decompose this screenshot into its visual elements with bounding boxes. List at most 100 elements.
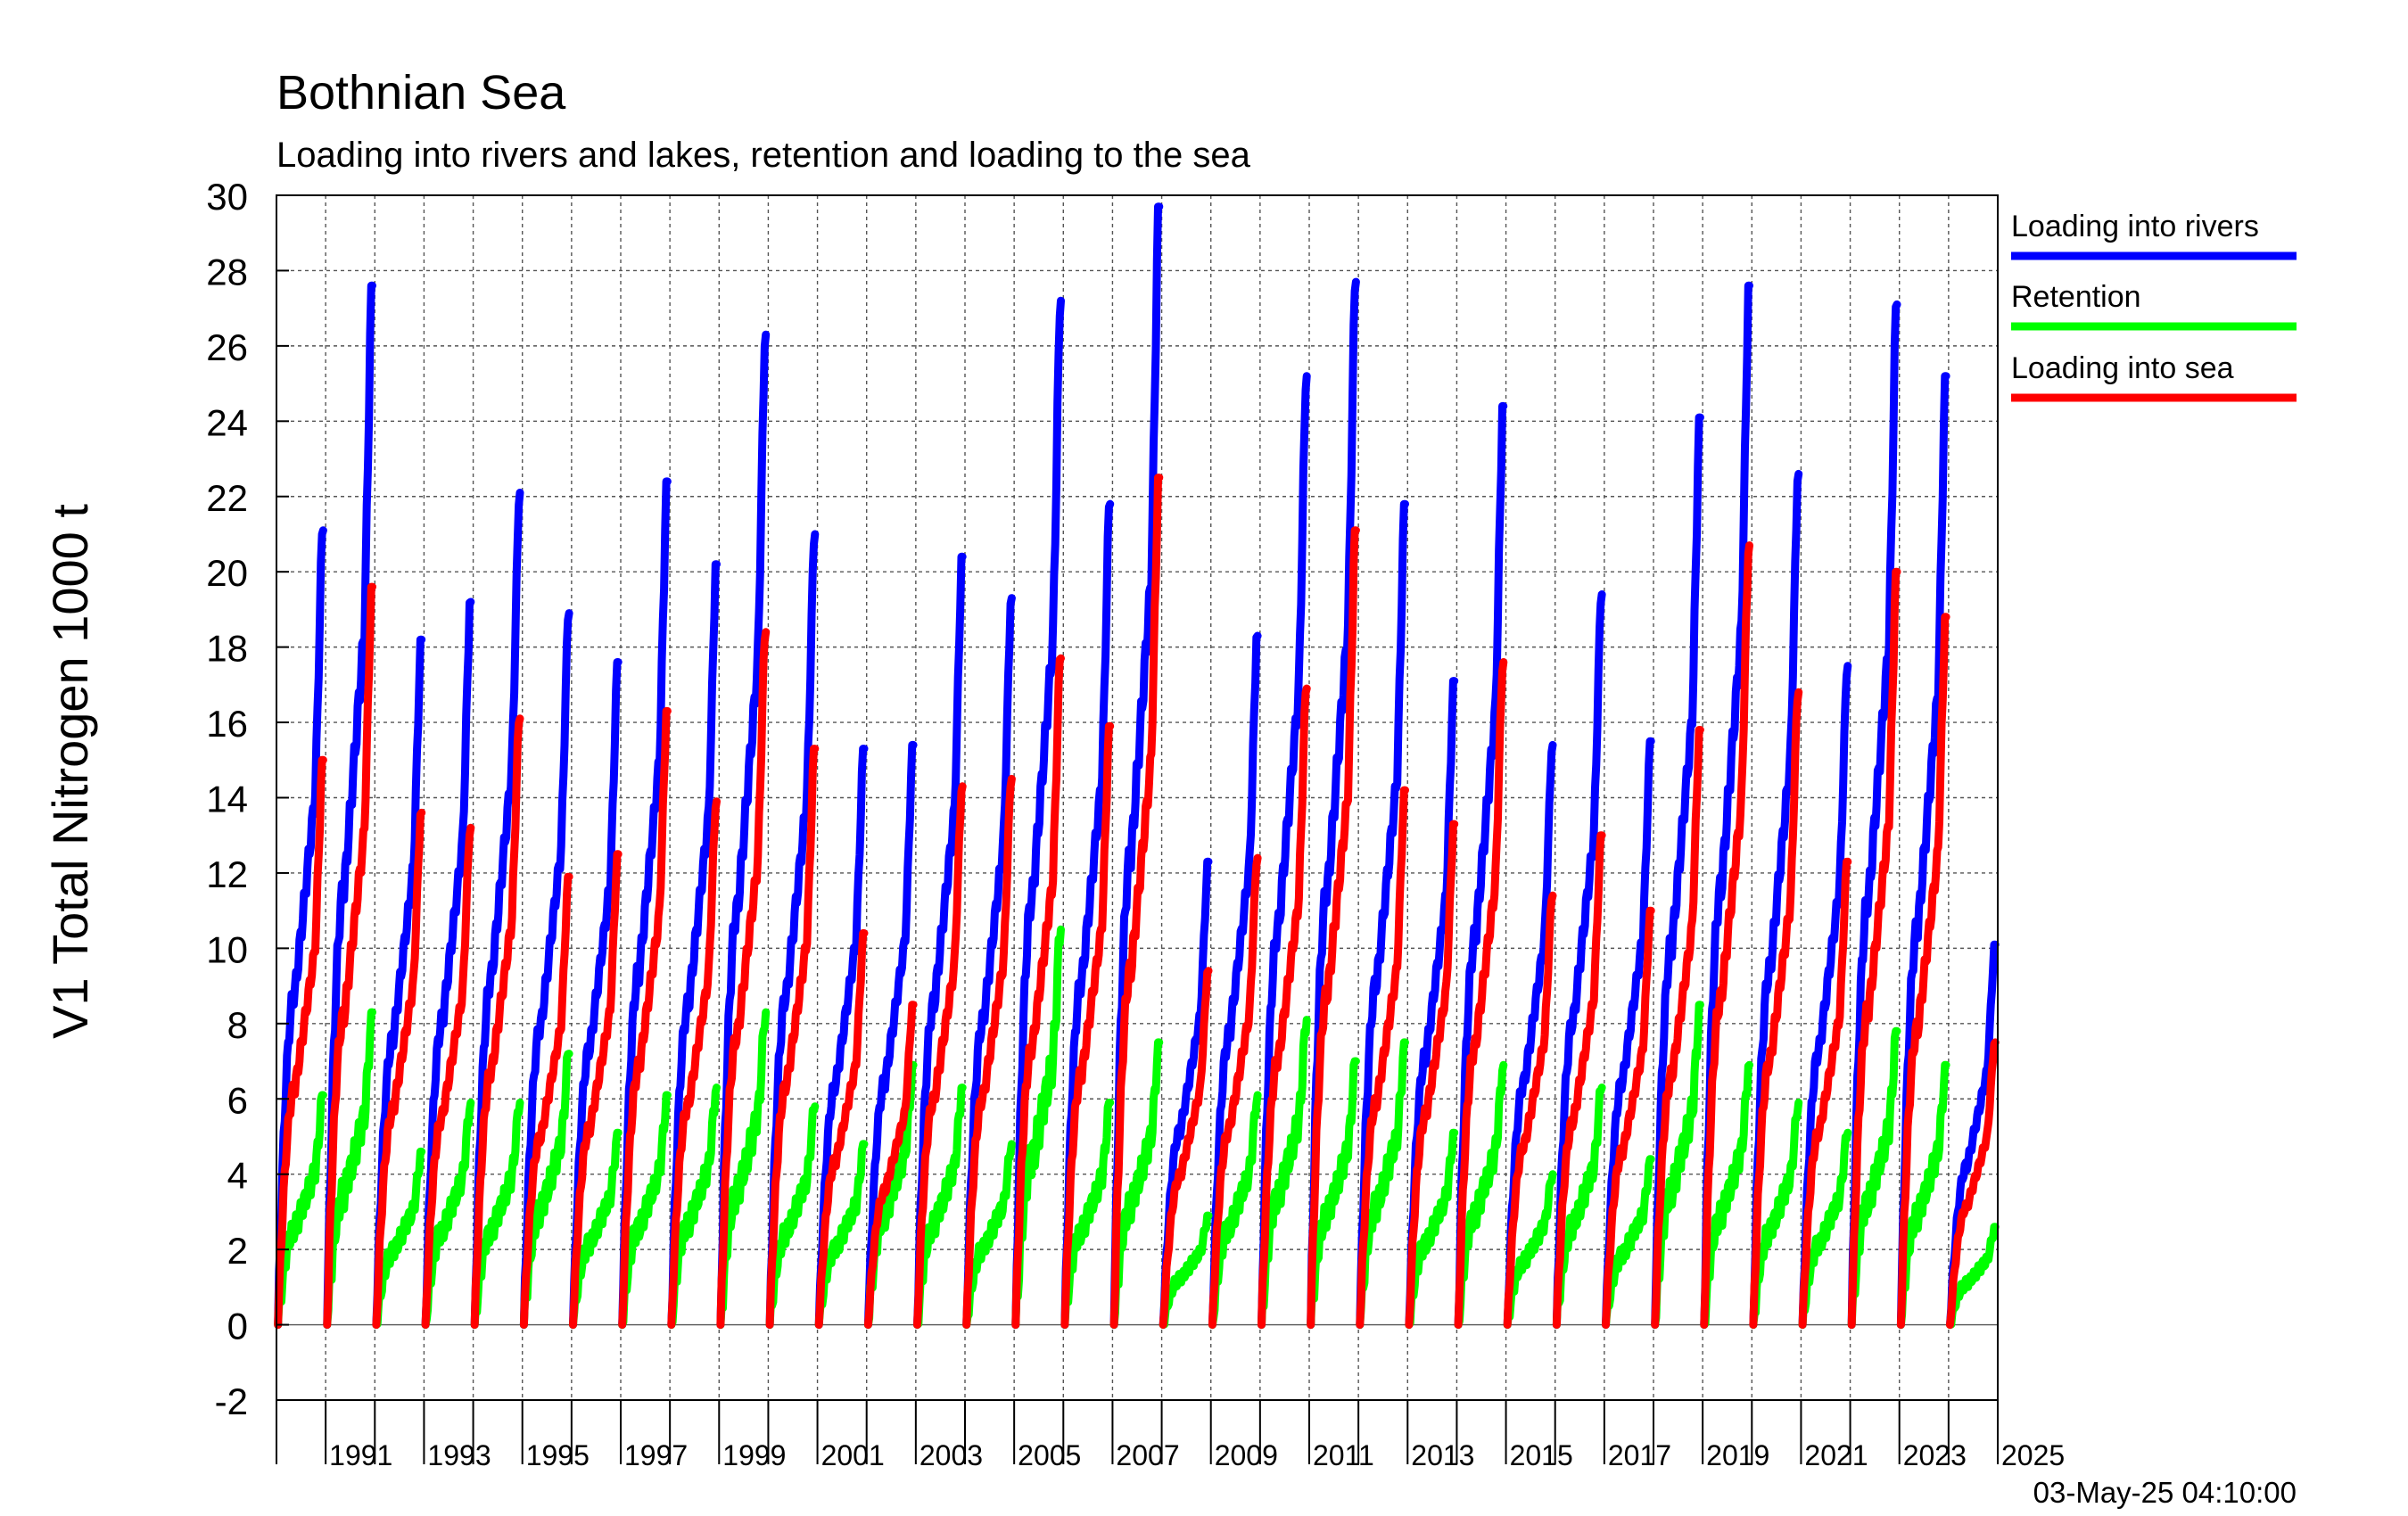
series-segment bbox=[863, 740, 918, 1330]
series-segment bbox=[1060, 721, 1115, 1330]
series-segment bbox=[519, 872, 573, 1330]
y-tick-label: 18 bbox=[206, 628, 248, 670]
x-tick-label: 2021 bbox=[1804, 1439, 1868, 1471]
y-tick-label: 4 bbox=[227, 1155, 248, 1197]
series-segment bbox=[470, 714, 524, 1330]
series-segment bbox=[1946, 940, 2000, 1330]
series-line bbox=[274, 925, 2000, 1330]
series-segment bbox=[1405, 820, 1459, 1330]
series-segment bbox=[274, 526, 327, 1330]
series-segment bbox=[1258, 684, 1311, 1330]
series-segment bbox=[274, 755, 327, 1330]
legend-label-rivers: Loading into rivers bbox=[2011, 210, 2259, 243]
series-segment bbox=[618, 706, 672, 1330]
series-segment bbox=[765, 530, 820, 1330]
x-tick-label: 1993 bbox=[427, 1439, 491, 1471]
series-segment bbox=[1651, 413, 1704, 1330]
series-segment bbox=[1847, 1026, 1901, 1330]
series-segment bbox=[1896, 1060, 1950, 1330]
series-segment bbox=[470, 1099, 524, 1330]
series-segment bbox=[618, 1091, 672, 1330]
series-segment bbox=[1454, 658, 1508, 1330]
y-tick-label: 16 bbox=[206, 703, 248, 745]
series-segment bbox=[1847, 567, 1901, 1330]
series-segment bbox=[372, 808, 426, 1330]
series-segment bbox=[1946, 1223, 2000, 1330]
y-tick-label: 2 bbox=[227, 1230, 248, 1272]
y-tick-label: 6 bbox=[227, 1079, 248, 1121]
legend-label-retention: Retention bbox=[2011, 280, 2141, 314]
series-segment bbox=[569, 850, 623, 1330]
x-tick-label: 2023 bbox=[1903, 1439, 1967, 1471]
series-segment bbox=[421, 823, 475, 1330]
series-segment bbox=[569, 1128, 623, 1330]
series-segment bbox=[1307, 526, 1360, 1330]
series-segment bbox=[1700, 281, 1753, 1330]
series-segment bbox=[962, 594, 1016, 1330]
series-segment bbox=[1552, 590, 1606, 1330]
x-tick-label: 1999 bbox=[722, 1439, 786, 1471]
y-tick-label: 0 bbox=[227, 1306, 248, 1347]
series-segment bbox=[1307, 1057, 1360, 1330]
timestamp: 03-May-25 04:10:00 bbox=[2033, 1476, 2297, 1509]
y-tick-label: 30 bbox=[206, 176, 248, 218]
series-segment bbox=[372, 635, 426, 1330]
series-segment bbox=[1602, 906, 1655, 1330]
x-tick-label: 2015 bbox=[1510, 1439, 1573, 1471]
series-segment bbox=[1503, 891, 1557, 1330]
x-tick-label: 2009 bbox=[1215, 1439, 1278, 1471]
y-tick-label: 10 bbox=[206, 928, 248, 970]
series-segment bbox=[913, 782, 967, 1330]
x-tick-label: 2001 bbox=[821, 1439, 885, 1471]
x-tick-label: 2003 bbox=[919, 1439, 983, 1471]
series-segment bbox=[667, 1083, 721, 1330]
series-layer bbox=[274, 202, 2000, 1330]
series-segment bbox=[1651, 726, 1704, 1330]
series-segment bbox=[1356, 1038, 1409, 1330]
series-segment bbox=[421, 1099, 475, 1330]
series-segment bbox=[1798, 857, 1852, 1330]
legend-label-sea: Loading into sea bbox=[2011, 351, 2234, 385]
series-segment bbox=[1749, 688, 1803, 1330]
series-segment bbox=[1109, 1038, 1164, 1330]
series-segment bbox=[913, 552, 967, 1330]
series-segment bbox=[470, 489, 524, 1330]
series-segment bbox=[814, 745, 869, 1330]
series-segment bbox=[1454, 1060, 1508, 1330]
series-segment bbox=[1405, 1128, 1459, 1330]
series-segment bbox=[1552, 831, 1606, 1330]
series-segment bbox=[1700, 541, 1753, 1330]
y-tick-label: 26 bbox=[206, 326, 248, 368]
series-segment bbox=[1109, 474, 1164, 1330]
series-segment bbox=[1946, 1038, 2000, 1330]
series-segment bbox=[1602, 737, 1655, 1330]
series-segment bbox=[1208, 631, 1262, 1330]
series-segment bbox=[1749, 469, 1803, 1330]
series-segment bbox=[1159, 1211, 1213, 1330]
series-segment bbox=[1060, 1099, 1115, 1330]
y-tick-label: 28 bbox=[206, 251, 248, 292]
y-tick-label: -2 bbox=[215, 1380, 248, 1422]
series-line bbox=[274, 474, 2000, 1330]
series-segment bbox=[323, 1008, 376, 1330]
series-segment bbox=[421, 597, 475, 1330]
series-segment bbox=[1503, 1170, 1557, 1330]
x-tick-label: 2025 bbox=[2001, 1439, 2065, 1471]
series-segment bbox=[1896, 613, 1950, 1330]
series-segment bbox=[716, 330, 771, 1330]
series-segment bbox=[274, 1091, 327, 1330]
series-segment bbox=[1258, 372, 1311, 1330]
series-segment bbox=[863, 1001, 918, 1330]
series-segment bbox=[1011, 296, 1065, 1330]
series-segment bbox=[1011, 654, 1065, 1330]
series-segment bbox=[667, 797, 721, 1330]
series-segment bbox=[1159, 967, 1213, 1330]
series-segment bbox=[1356, 499, 1409, 1330]
series-segment bbox=[1798, 1128, 1852, 1330]
y-tick-label: 12 bbox=[206, 853, 248, 895]
series-line bbox=[274, 202, 2000, 1330]
y-tick-label: 22 bbox=[206, 477, 248, 519]
x-tick-label: 2017 bbox=[1608, 1439, 1671, 1471]
